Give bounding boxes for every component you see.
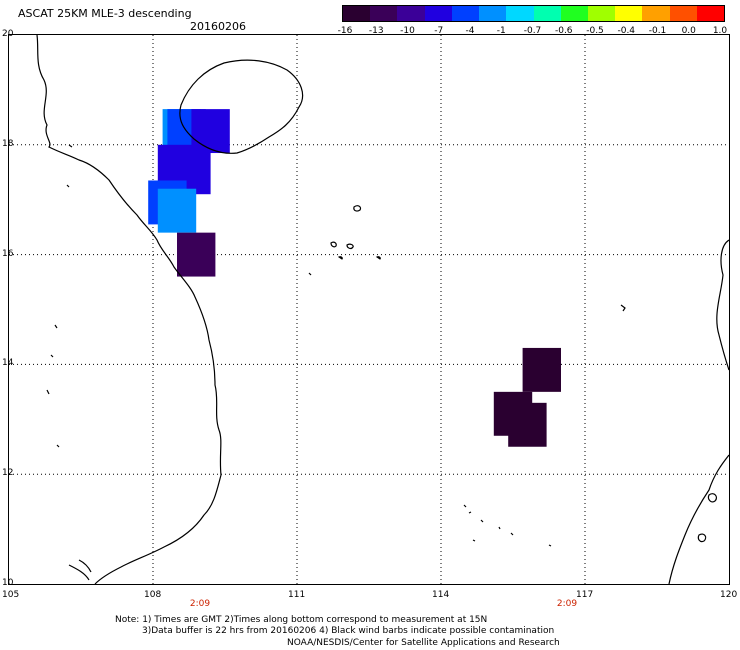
colorbar-swatch [587,6,616,21]
wind-data-cell [522,347,561,392]
colorbar-swatch [642,6,670,21]
latitude-label: 18 [2,138,14,149]
longitude-label: 120 [720,590,738,600]
note-line-2: 3)Data buffer is 22 hrs from 20160206 4)… [142,626,555,636]
note-line-1: Note: 1) Times are GMT 2)Times along bot… [115,615,488,625]
colorbar-swatch [615,6,643,21]
note-line-3: NOAA/NESDIS/Center for Satellite Applica… [287,638,560,648]
colorbar [342,5,725,22]
map-plot-frame [8,34,730,585]
longitude-label: 111 [288,590,306,600]
colorbar-label: -1 [496,26,506,36]
colorbar-swatch [479,6,507,21]
colorbar-label: -0.4 [617,26,636,36]
latitude-label: 20 [2,29,14,39]
colorbar-swatch [560,6,588,21]
wind-data-cell [157,188,197,233]
coastline [36,35,729,584]
map-date: 20160206 [190,20,246,33]
longitude-label: 114 [432,590,450,600]
wind-data-cell [177,232,216,277]
colorbar-label: 0.0 [681,26,696,36]
colorbar-swatch [424,6,452,21]
latitude-label: 16 [2,248,14,259]
colorbar-swatch [669,6,697,21]
colorbar-label: 1.0 [712,26,728,36]
time-label-right: 2:09 [556,599,578,609]
colorbar-label: -0.6 [554,26,573,36]
colorbar-label: -13 [368,26,384,36]
colorbar-swatch [533,6,561,21]
longitude-label: 117 [576,590,594,600]
colorbar-swatch [343,6,371,21]
colorbar-swatch [397,6,425,21]
map-title: ASCAT 25KM MLE-3 descending [18,7,192,20]
colorbar-label: -0.5 [586,26,604,36]
latitude-label: 10 [2,578,14,588]
colorbar-label: -4 [465,26,475,36]
colorbar-swatch [506,6,534,21]
colorbar-swatch [451,6,480,21]
longitude-label: 108 [144,590,162,600]
colorbar-label: -0.1 [648,26,667,36]
colorbar-label: -0.7 [523,26,542,36]
colorbar-swatch [696,6,725,21]
latitude-label: 12 [2,468,14,479]
latitude-label: 14 [2,358,14,369]
colorbar-label: -10 [400,26,415,36]
wind-data-cell [191,109,230,154]
map-canvas [9,35,729,584]
colorbar-label: -7 [434,26,444,36]
wind-data-cell [508,402,547,447]
colorbar-label: -16 [337,26,353,36]
time-label-left: 2:09 [189,599,211,609]
colorbar-swatch [370,6,398,21]
longitude-label: 105 [2,590,20,600]
